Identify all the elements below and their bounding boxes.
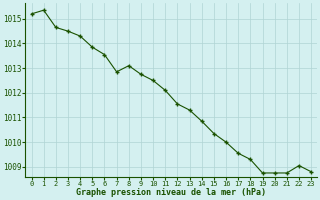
X-axis label: Graphe pression niveau de la mer (hPa): Graphe pression niveau de la mer (hPa) bbox=[76, 188, 266, 197]
